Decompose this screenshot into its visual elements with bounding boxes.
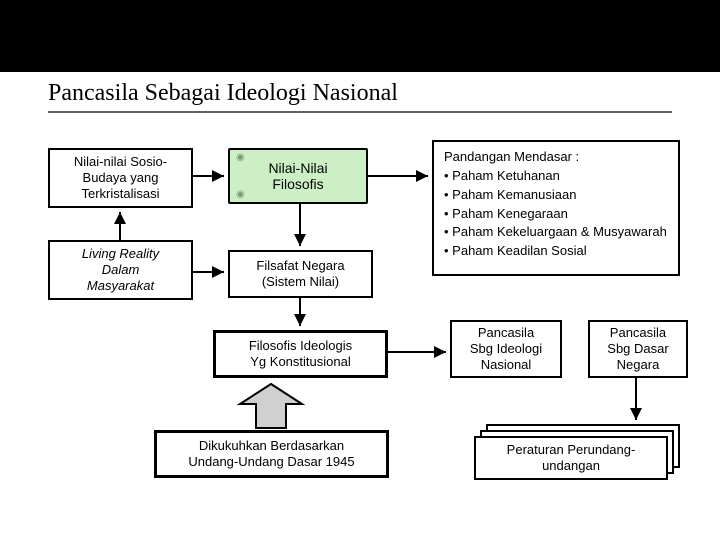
pandangan-list: Paham Ketuhanan Paham Kemanusiaan Paham … <box>444 167 670 261</box>
pandangan-item: Paham Kekeluargaan & Musyawarah <box>444 223 670 242</box>
scroll-nilai-filosofis: Nilai-NilaiFilosofis <box>228 148 368 204</box>
box-peraturan: Peraturan Perundang-undangan <box>474 436 668 480</box>
pandangan-item: Paham Ketuhanan <box>444 167 670 186</box>
box-filsafat-negara: Filsafat Negara(Sistem Nilai) <box>228 250 373 298</box>
pandangan-item: Paham Kenegaraan <box>444 205 670 224</box>
box-uud-1945: Dikukuhkan BerdasarkanUndang-Undang Dasa… <box>154 430 389 478</box>
pandangan-item: Paham Kemanusiaan <box>444 186 670 205</box>
box-sbg-dasar: PancasilaSbg DasarNegara <box>588 320 688 378</box>
box-filosofis-ideologis: Filosofis IdeologisYg Konstitusional <box>213 330 388 378</box>
box-pandangan-mendasar: Pandangan Mendasar : Paham Ketuhanan Pah… <box>432 140 680 276</box>
pandangan-title: Pandangan Mendasar : <box>444 148 670 167</box>
box-sosio-budaya: Nilai-nilai Sosio-Budaya yangTerkristali… <box>48 148 193 208</box>
box-living-reality: Living RealityDalamMasyarakat <box>48 240 193 300</box>
top-bar <box>0 0 720 72</box>
box-sbg-ideologi: PancasilaSbg IdeologiNasional <box>450 320 562 378</box>
pandangan-item: Paham Keadilan Sosial <box>444 242 670 261</box>
slide-title: Pancasila Sebagai Ideologi Nasional <box>48 80 672 113</box>
